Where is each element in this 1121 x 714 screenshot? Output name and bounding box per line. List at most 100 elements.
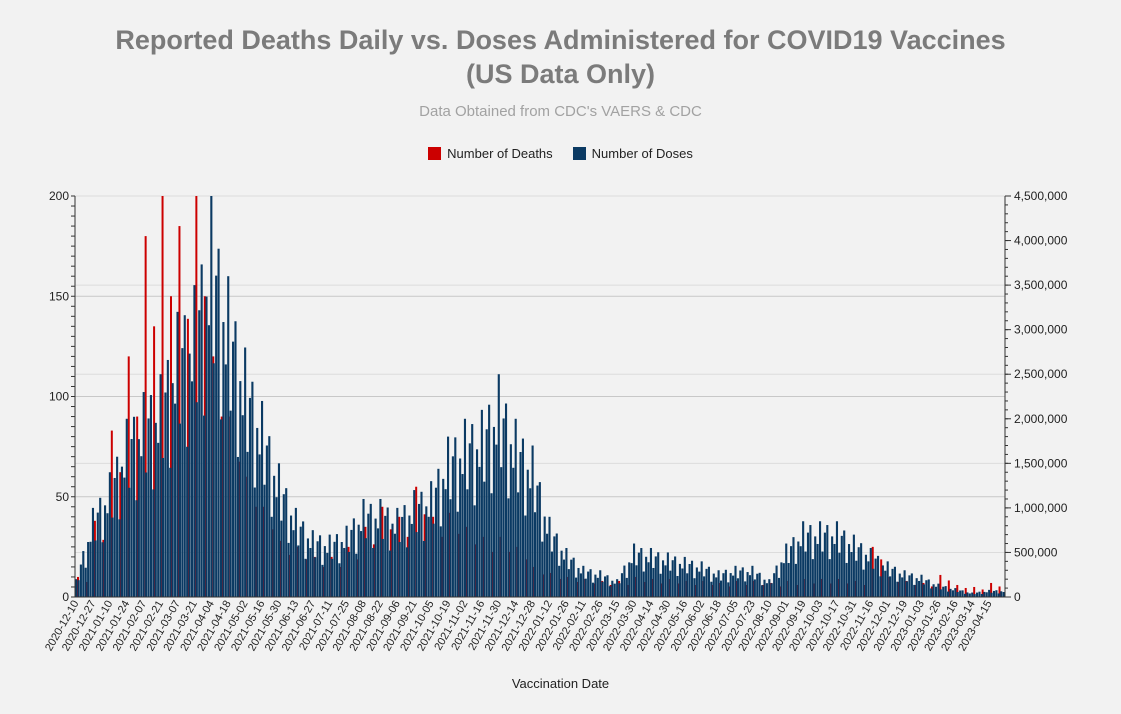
dose-bar	[367, 513, 370, 597]
dose-bar	[879, 576, 882, 597]
death-bar	[956, 584, 959, 597]
dose-bar	[130, 439, 133, 597]
dose-bar	[427, 516, 430, 597]
legend-item-deaths[interactable]: Number of Deaths	[428, 146, 553, 161]
y-right-tick-label: 1,000,000	[1014, 501, 1068, 515]
dose-bar	[717, 570, 720, 597]
dose-bar	[773, 573, 776, 597]
dose-bar	[947, 591, 950, 597]
dose-bar	[456, 511, 459, 597]
dose-bar	[596, 577, 599, 597]
dose-bar	[857, 547, 860, 597]
dose-bar	[488, 404, 491, 597]
dose-bar	[983, 591, 986, 597]
dose-bar	[147, 418, 150, 597]
dose-bar	[770, 583, 773, 597]
dose-bar	[212, 363, 215, 597]
dose-bar	[500, 467, 503, 597]
dose-bar	[968, 593, 971, 597]
death-bar	[947, 580, 950, 597]
dose-bar	[594, 574, 597, 597]
dose-bar	[393, 533, 396, 597]
legend-item-doses[interactable]: Number of Doses	[572, 146, 693, 161]
dose-bar	[234, 321, 237, 597]
dose-bar	[256, 427, 259, 597]
dose-bar	[258, 454, 261, 597]
dose-bar	[159, 374, 162, 597]
dose-bar	[152, 489, 155, 597]
dose-bar	[985, 592, 988, 597]
dose-bar	[543, 516, 546, 597]
dose-bar	[541, 541, 544, 597]
dose-bar	[678, 563, 682, 597]
dose-bar	[316, 541, 319, 597]
dose-bar	[927, 579, 930, 597]
dose-bar	[536, 485, 539, 597]
dose-bar	[108, 472, 111, 597]
dose-bar	[787, 563, 790, 597]
death-bar	[161, 196, 164, 597]
dose-bar	[548, 516, 551, 597]
dose-bar	[676, 575, 679, 597]
dose-bar	[756, 573, 759, 597]
dose-bar	[744, 581, 747, 597]
legend-swatch-deaths	[428, 147, 442, 160]
dose-bar	[323, 546, 326, 597]
dose-bar	[973, 594, 976, 597]
dose-bar	[809, 525, 812, 597]
dose-bar	[340, 542, 343, 597]
dose-bar	[712, 573, 715, 597]
dose-bar	[734, 565, 737, 597]
dose-bar	[850, 551, 853, 597]
dose-bar	[449, 499, 452, 597]
dose-bar	[99, 497, 102, 597]
dose-bar	[891, 568, 894, 597]
dose-bar	[174, 403, 177, 597]
dose-bar	[860, 543, 863, 597]
dose-bar	[886, 561, 889, 597]
dose-bar	[210, 196, 213, 597]
dose-bar	[669, 570, 672, 597]
dose-bar	[640, 548, 643, 597]
dose-bar	[978, 591, 981, 597]
dose-bar	[531, 445, 534, 597]
dose-bar	[483, 481, 486, 597]
dose-bar	[302, 521, 305, 597]
dose-bar	[299, 526, 302, 597]
dose-bar	[942, 586, 945, 597]
dose-bar	[77, 580, 80, 597]
dose-bar	[386, 507, 389, 597]
dose-bar	[693, 578, 696, 597]
dose-bar	[763, 579, 766, 597]
dose-bar	[732, 575, 735, 597]
dose-bar	[459, 458, 462, 597]
dose-bar	[413, 490, 416, 597]
dose-bar	[442, 478, 445, 597]
dose-bar	[432, 523, 435, 597]
dose-bar	[804, 551, 807, 597]
dose-bar	[437, 468, 440, 597]
dose-bar	[840, 535, 843, 597]
dose-bar	[881, 565, 884, 597]
dose-bar	[372, 547, 375, 597]
dose-bar	[925, 580, 928, 597]
dose-bar	[908, 575, 911, 597]
dose-bar	[137, 439, 140, 597]
dose-bar	[451, 456, 454, 597]
dose-bar	[350, 529, 353, 597]
dose-bar	[246, 451, 249, 597]
death-bar	[990, 582, 993, 597]
dose-bar	[558, 565, 561, 597]
dose-bar	[657, 552, 660, 597]
dose-bar	[611, 580, 614, 597]
dose-bar	[318, 535, 322, 597]
dose-bar	[229, 410, 232, 597]
dose-bar	[297, 545, 300, 597]
dose-bar	[157, 442, 160, 597]
dose-bar	[642, 571, 645, 597]
dose-bar	[311, 530, 314, 597]
dose-bar	[768, 579, 771, 597]
dose-bar	[785, 543, 788, 597]
dose-bar	[934, 586, 938, 597]
dose-bar	[154, 422, 157, 597]
